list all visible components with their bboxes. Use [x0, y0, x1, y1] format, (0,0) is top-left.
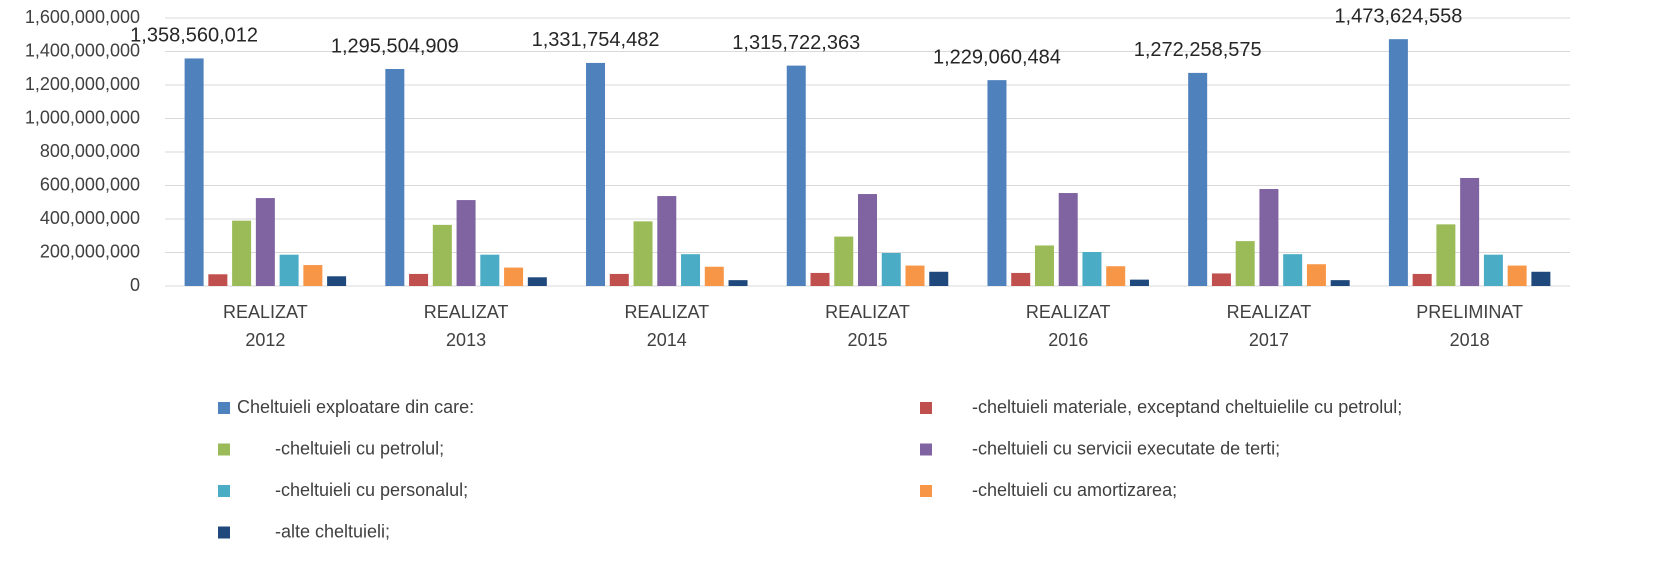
bar: [1388, 39, 1408, 287]
bar: [1058, 193, 1078, 286]
bar: [786, 65, 806, 286]
bar: [586, 62, 606, 287]
y-tick-label: 1,000,000,000: [25, 107, 140, 127]
bar: [1188, 72, 1208, 286]
x-tick-label: REALIZAT 2017: [1227, 302, 1312, 350]
bar: [232, 220, 252, 286]
bar: [432, 224, 452, 286]
bar: [1259, 189, 1279, 286]
x-tick-label: REALIZAT 2013: [424, 302, 509, 350]
legend-swatch: [218, 402, 230, 414]
bar: [1011, 272, 1031, 286]
bar: [409, 273, 429, 286]
bar: [385, 69, 405, 286]
bar: [1106, 266, 1126, 286]
bar: [279, 254, 299, 286]
bar: [704, 266, 724, 286]
data-label: 1,473,624,558: [1334, 5, 1462, 27]
bar: [1306, 264, 1326, 286]
data-label: 1,272,258,575: [1134, 39, 1262, 61]
bar: [881, 253, 901, 286]
data-label: 1,295,504,909: [331, 35, 459, 57]
bar: [1283, 254, 1303, 286]
legend-label: -cheltuieli materiale, exceptand cheltui…: [972, 397, 1402, 417]
x-tick-label: REALIZAT 2015: [825, 302, 910, 350]
bar: [208, 274, 228, 286]
legend-label: Cheltuieli exploatare din care:: [237, 397, 474, 417]
bar: [929, 271, 949, 286]
bar: [527, 277, 547, 286]
bar: [1211, 273, 1231, 286]
bar: [987, 80, 1007, 286]
bar: [633, 221, 653, 286]
bar: [480, 254, 500, 286]
bar: [905, 265, 925, 286]
bar: [327, 276, 347, 286]
data-label: 1,229,060,484: [933, 46, 1061, 68]
legend-swatch: [218, 443, 230, 456]
legend-label: -alte cheltuieli;: [275, 521, 390, 541]
bar: [1507, 265, 1527, 286]
bar: [609, 273, 629, 286]
bar: [1034, 245, 1054, 286]
legend-swatch: [218, 485, 230, 497]
y-tick-label: 0: [130, 275, 140, 295]
x-tick-label: REALIZAT 2012: [223, 302, 308, 350]
legend-label: -cheltuieli cu petrolul;: [275, 438, 444, 458]
data-label: 1,331,754,482: [532, 29, 660, 51]
bar: [303, 265, 323, 286]
bar: [255, 198, 275, 286]
legend-label: -cheltuieli cu amortizarea;: [972, 480, 1177, 500]
bar: [1531, 271, 1551, 286]
y-tick-label: 800,000,000: [40, 141, 140, 161]
bar: [681, 254, 701, 286]
legend-swatch: [920, 485, 932, 497]
data-label: 1,358,560,012: [130, 25, 258, 47]
x-tick-label: REALIZAT 2014: [624, 302, 709, 350]
legend-swatch: [920, 443, 932, 456]
bar: [1235, 241, 1255, 286]
bar: [834, 236, 854, 286]
data-label: 1,315,722,363: [732, 32, 860, 54]
y-tick-label: 1,200,000,000: [25, 74, 140, 94]
bar: [858, 194, 877, 286]
legend-label: -cheltuieli cu servicii executate de ter…: [972, 438, 1280, 458]
bar: [184, 58, 204, 287]
bar: [504, 267, 524, 286]
bar: [1483, 254, 1503, 286]
bar: [1082, 251, 1102, 286]
y-tick-label: 1,600,000,000: [25, 7, 140, 27]
bar: [1129, 279, 1149, 286]
x-tick-label: PRELIMINAT 2018: [1416, 302, 1523, 350]
legend-swatch: [218, 526, 230, 539]
y-tick-label: 400,000,000: [40, 208, 140, 228]
bar: [1330, 280, 1350, 286]
bar: [728, 280, 748, 286]
y-tick-label: 1,400,000,000: [25, 40, 140, 60]
bar: [1412, 273, 1432, 286]
x-tick-label: REALIZAT 2016: [1026, 302, 1111, 350]
bar: [1460, 177, 1480, 286]
bar: [1436, 224, 1456, 286]
legend-swatch: [920, 402, 932, 414]
y-tick-label: 200,000,000: [40, 241, 140, 261]
bar: [657, 196, 677, 286]
bar: [456, 200, 476, 286]
bar: [810, 272, 830, 286]
legend-label: -cheltuieli cu personalul;: [275, 480, 468, 500]
y-tick-label: 600,000,000: [40, 174, 140, 194]
